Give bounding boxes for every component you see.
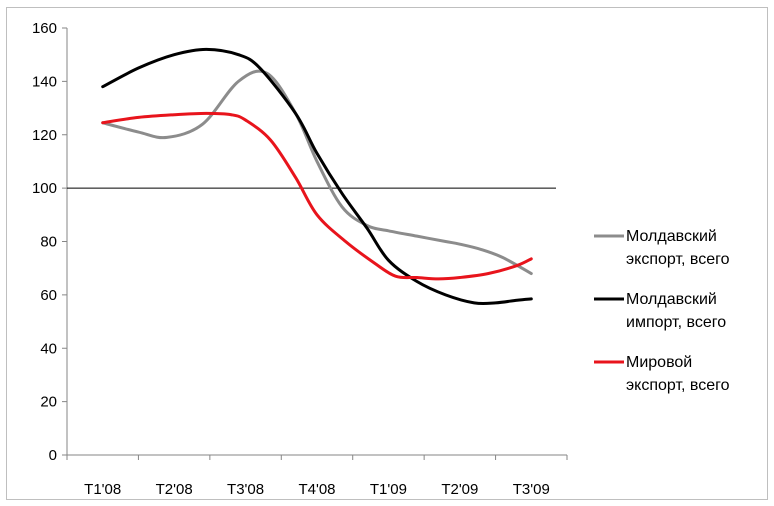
x-tick-label: T2'09	[441, 481, 478, 498]
y-tick-label: 160	[32, 20, 57, 37]
legend-item: Молдавский экспорт, всего	[594, 228, 730, 268]
x-tick-label: T4'08	[298, 481, 335, 498]
legend-item: Мировой экспорт, всего	[594, 354, 730, 394]
x-tick-label: T1'09	[370, 481, 407, 498]
y-tick-label: 60	[40, 287, 57, 304]
y-tick-label: 0	[49, 447, 57, 464]
y-tick-label: 100	[32, 180, 57, 197]
legend-label: Молдавский импорт, всего	[626, 291, 726, 331]
legend: Молдавский экспорт, всего Молдавский импорт…	[594, 228, 730, 394]
x-tick-label: T1'08	[84, 481, 121, 498]
world-export-line	[101, 111, 533, 281]
moldovan-export-line	[101, 69, 533, 276]
legend-label: Молдавский экспорт, всего	[626, 228, 730, 268]
y-tick-label: 20	[40, 394, 57, 411]
x-tick-label: T3'09	[513, 481, 550, 498]
series-group	[101, 47, 533, 306]
legend-label: Мировой экспорт, всего	[626, 354, 730, 394]
legend-item: Молдавский импорт, всего	[594, 291, 726, 331]
y-axis: 0 20 40 60 80 100 120 140 160	[32, 20, 68, 464]
moldovan-import-line	[101, 47, 533, 306]
y-tick-label: 40	[40, 340, 57, 357]
chart-border	[6, 7, 768, 500]
x-tick-label: T3'08	[227, 481, 264, 498]
y-tick-label: 80	[40, 234, 57, 251]
y-tick-label: 140	[32, 73, 57, 90]
y-tick-label: 120	[32, 127, 57, 144]
x-tick-label: T2'08	[156, 481, 193, 498]
x-axis: T1'08 T2'08 T3'08 T4'08 T1'09 T2'09 T3'09	[66, 454, 568, 498]
